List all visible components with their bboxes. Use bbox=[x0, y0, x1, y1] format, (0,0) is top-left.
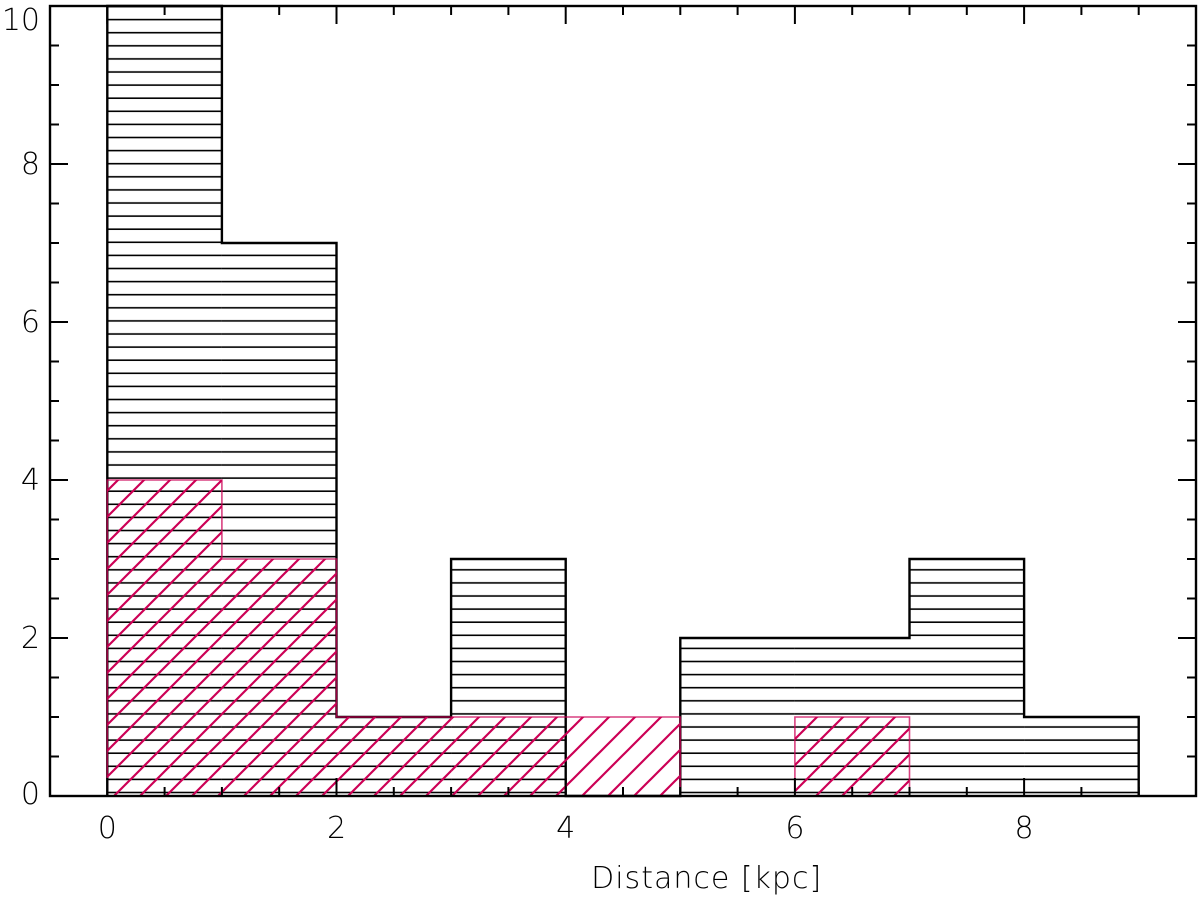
histogram-bar bbox=[336, 717, 452, 796]
histogram-bar bbox=[565, 717, 681, 796]
histogram-bar bbox=[107, 480, 222, 796]
x-tick-label: 4 bbox=[556, 811, 575, 846]
y-tick-label: 2 bbox=[21, 621, 40, 656]
y-tick-label: 4 bbox=[21, 463, 40, 498]
x-tick-label: 2 bbox=[327, 811, 346, 846]
histogram-bar bbox=[221, 559, 337, 796]
histogram-bar bbox=[909, 559, 1025, 796]
ticks-layer bbox=[49, 5, 1197, 797]
x-tick-label: 8 bbox=[1015, 811, 1034, 846]
y-tick-label: 8 bbox=[21, 147, 40, 182]
x-tick-label: 6 bbox=[785, 811, 804, 846]
y-tick-label: 6 bbox=[21, 305, 40, 340]
histogram-bar bbox=[451, 717, 566, 796]
y-tick-label: 10 bbox=[2, 3, 40, 38]
x-tick-label: 0 bbox=[98, 811, 117, 846]
series-1-bars bbox=[106, 479, 1139, 797]
x-axis-title: Distance [kpc] bbox=[591, 861, 822, 896]
histogram-bar bbox=[1024, 717, 1139, 796]
y-tick-label: 0 bbox=[21, 777, 40, 812]
plot-frame bbox=[48, 4, 1198, 798]
series-1-outline bbox=[106, 479, 1139, 797]
bars-layer bbox=[106, 4, 1140, 798]
histogram-bar bbox=[680, 638, 795, 796]
labels-layer: 0 2 4 6 8 0 2 4 6 8 10 bbox=[2, 3, 1034, 846]
histogram-bar bbox=[794, 717, 910, 796]
